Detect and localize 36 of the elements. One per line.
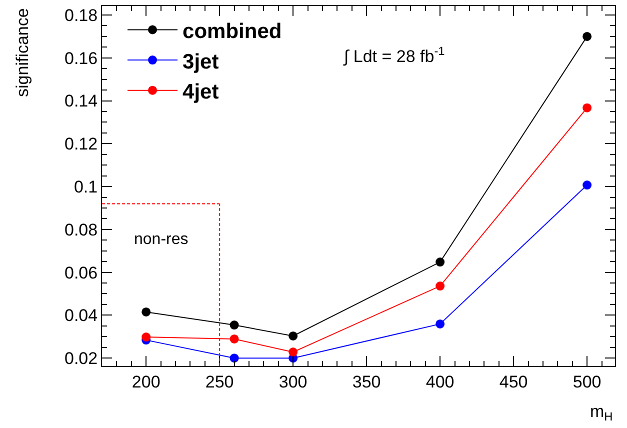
- legend-label: combined: [182, 20, 282, 43]
- x-tick-label: 350: [352, 372, 381, 392]
- y-tick-label: 0.16: [64, 48, 98, 68]
- y-tick-label: 0.1: [74, 177, 98, 196]
- x-axis-title: m$_{H}$: [590, 402, 613, 424]
- x-tick-label: 450: [499, 372, 528, 392]
- y-tick-label: 0.18: [64, 6, 98, 25]
- point: [230, 354, 239, 363]
- y-axis-title: significance: [12, 8, 32, 97]
- point: [582, 180, 592, 190]
- y-tick-label: 0.04: [64, 306, 98, 326]
- point: [436, 282, 445, 291]
- y-tick-label: 0.06: [64, 263, 98, 282]
- ref-line-label: non-res: [134, 231, 188, 248]
- point: [142, 332, 151, 342]
- point: [436, 258, 445, 267]
- point: [230, 320, 239, 330]
- point: [230, 334, 239, 344]
- legend-label: 3jet: [182, 50, 219, 74]
- x-tick-label: 200: [132, 372, 160, 392]
- legend-label: 4jet: [182, 80, 219, 104]
- point: [582, 32, 592, 41]
- x-tick-label: 500: [572, 372, 602, 392]
- point: [582, 103, 592, 112]
- y-tick-label: 0.14: [64, 92, 98, 111]
- y-tick-label: 0.02: [64, 349, 98, 368]
- point: [142, 307, 151, 316]
- x-tick-label: 400: [426, 372, 454, 392]
- x-tick-label: 300: [278, 372, 308, 392]
- point: [288, 348, 298, 357]
- point: [288, 331, 298, 340]
- y-tick-label: 0.08: [64, 220, 98, 240]
- point: [436, 319, 445, 328]
- annotation: ∫ Ldt = 28 fb$^{-1}$: [343, 44, 446, 66]
- x-tick-label: 250: [205, 372, 234, 392]
- y-tick-label: 0.12: [64, 134, 98, 154]
